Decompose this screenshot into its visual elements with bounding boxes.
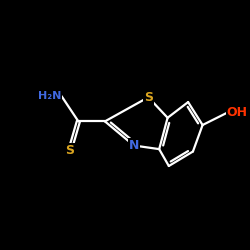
Text: S: S bbox=[66, 144, 74, 157]
Text: OH: OH bbox=[227, 106, 248, 120]
Text: N: N bbox=[129, 139, 139, 152]
Text: S: S bbox=[144, 91, 153, 104]
Text: H₂N: H₂N bbox=[38, 91, 62, 101]
